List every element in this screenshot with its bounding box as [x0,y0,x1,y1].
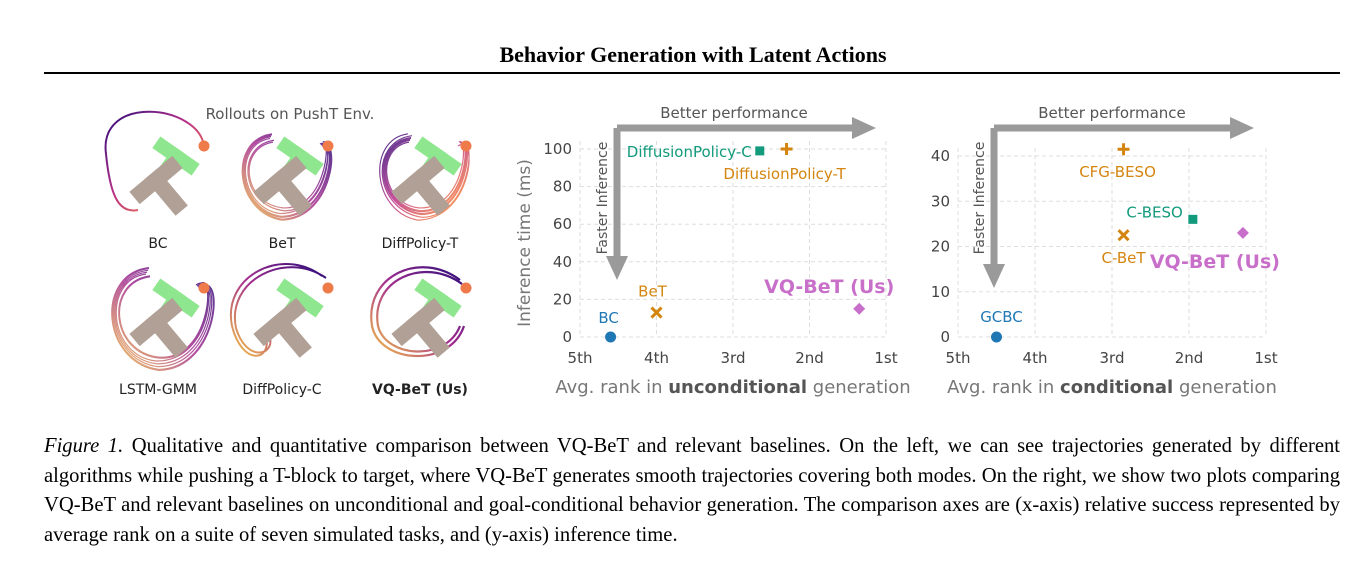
y-tick-label: 100 [543,140,572,158]
better-arrow-head [852,117,876,139]
data-point: CFG-BESO [1079,143,1156,181]
x-tick-label: 1st [1254,349,1277,367]
chart-unconditional: 5th 4th 3rd 2nd 1st 0 20 40 60 80 100 Avg. rank in … [515,104,911,398]
point-label: VQ-BeT (Us) [1150,251,1280,273]
rollout-label: BeT [269,236,296,252]
y-tick-label: 60 [553,215,572,233]
rollouts-panel: Rollouts on PushT Env. BC BeT DiffPolicy-T… [104,105,472,398]
data-point: DiffusionPolicy-C [627,143,765,161]
data-point: C-BeT [1102,229,1147,267]
chart-conditional: 5th 4th 3rd 2nd 1st 0 10 20 30 40 Avg. rank in con… [931,104,1280,398]
better-arrow-head [1230,117,1254,139]
better-performance-label: Better performance [660,104,808,122]
y-tick-label: 20 [553,290,572,308]
data-point: DiffusionPolicy-T [723,143,847,183]
point-label: DiffusionPolicy-T [723,165,846,183]
y-axis-label: Inference time (ms) [515,159,535,327]
point-label: DiffusionPolicy-C [627,143,752,161]
rollout-cell: DiffPolicy-T [379,133,472,252]
faster-inference-label: Faster Inference [595,142,611,255]
target-marker [460,140,472,152]
point-label: CFG-BESO [1079,163,1156,181]
y-tick-label: 40 [553,253,572,271]
faster-inference-label: Faster Inference [972,142,988,255]
t-block [391,297,450,358]
rollout-label: DiffPolicy-T [382,236,459,252]
x-tick-label: 3rd [721,349,746,367]
rollout-cell: DiffPolicy-C [229,263,334,398]
x-tick-label: 4th [1023,349,1048,367]
better-performance-label: Better performance [1038,104,1186,122]
point-label: C-BESO [1126,203,1182,221]
y-tick-label: 80 [553,178,572,196]
target-marker [322,282,334,294]
x-tick-label: 5th [568,349,593,367]
rollout-label: VQ-BeT (Us) [372,382,468,398]
rollout-cell: BC [104,110,210,252]
faster-arrow-head [606,256,628,280]
point-label: BC [598,309,619,327]
data-point: VQ-BeT (Us) [1150,226,1280,273]
t-block [253,155,312,216]
t-block [129,297,188,358]
x-tick-label: 2nd [795,349,824,367]
rollout-label: BC [148,236,167,252]
target-marker [322,140,334,152]
data-point: BeT [638,283,668,319]
caption-text: Qualitative and quantitative comparison … [44,435,1340,546]
rollout-label: DiffPolicy-C [242,382,321,398]
y-tick-label: 0 [940,328,950,346]
target-marker [198,282,210,294]
x-tick-label: 5th [946,349,971,367]
t-block [253,297,312,358]
faster-arrow-head [983,264,1005,288]
figure-title: Behavior Generation with Latent Actions [499,42,887,67]
trajectory-line [241,133,333,221]
rollout-cell: LSTM-GMM [111,266,215,398]
y-tick-label: 20 [931,238,950,256]
point-label: BeT [638,283,668,301]
trajectory-line [111,266,215,372]
y-tick-label: 30 [931,192,950,210]
data-point: VQ-BeT (Us) [764,276,894,315]
data-point: C-BESO [1126,203,1198,224]
trajectory-line [379,133,470,221]
figure-canvas: Rollouts on PushT Env. BC BeT DiffPolicy-T… [104,104,1280,398]
rollouts-title: Rollouts on PushT Env. [206,105,375,123]
title-rule [44,72,1340,74]
trajectory-line [104,110,205,212]
point-label: VQ-BeT (Us) [764,276,894,298]
target-marker [460,282,472,294]
x-axis-label: Avg. rank in unconditional generation [555,377,910,398]
t-block [391,155,450,216]
t-block [129,155,188,216]
x-axis-label: Avg. rank in conditional generation [947,377,1277,398]
point-label: GCBC [980,308,1023,326]
y-tick-label: 0 [562,328,572,346]
data-point: BC [598,309,619,343]
rollout-label: LSTM-GMM [119,382,197,398]
figure-caption: Figure 1. Qualitative and quantitative c… [44,432,1340,550]
target-marker [198,140,210,152]
data-point: GCBC [980,308,1023,343]
y-tick-label: 10 [931,283,950,301]
trajectory-line [229,263,327,357]
rollout-cell: BeT [241,133,334,252]
caption-label: Figure 1. [44,435,124,457]
point-label: C-BeT [1102,249,1147,267]
x-tick-label: 3rd [1100,349,1125,367]
x-tick-label: 4th [644,349,669,367]
x-tick-label: 1st [874,349,897,367]
y-tick-label: 40 [931,147,950,165]
rollout-cell: VQ-BeT (Us) [370,266,472,398]
x-tick-label: 2nd [1175,349,1204,367]
